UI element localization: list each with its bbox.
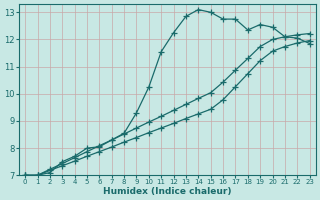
X-axis label: Humidex (Indice chaleur): Humidex (Indice chaleur) [103, 187, 232, 196]
